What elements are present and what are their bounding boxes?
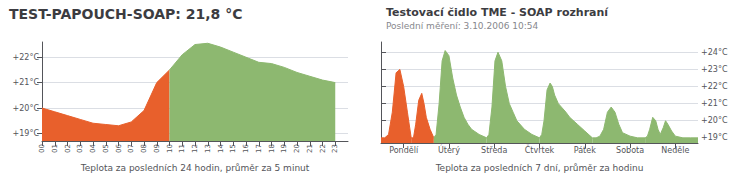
svg-text:10: 10 bbox=[166, 144, 174, 153]
svg-text:16: 16 bbox=[242, 143, 250, 152]
svg-text:Čtvrtek: Čtvrtek bbox=[525, 144, 555, 155]
svg-text:Teplota za posledních 7 dní, p: Teplota za posledních 7 dní, průměr za h… bbox=[435, 163, 644, 173]
svg-text:+19°C: +19°C bbox=[13, 129, 40, 138]
svg-text:Poslední měření: 3.10.2006 10:: Poslední měření: 3.10.2006 10:54 bbox=[386, 21, 538, 31]
svg-text:+22°C: +22°C bbox=[13, 53, 40, 62]
svg-text:+22°C: +22°C bbox=[701, 82, 728, 91]
svg-text:05: 05 bbox=[102, 144, 110, 153]
svg-text:18: 18 bbox=[268, 144, 276, 153]
svg-text:13: 13 bbox=[204, 144, 212, 153]
svg-text:09: 09 bbox=[153, 144, 161, 153]
svg-text:07: 07 bbox=[127, 144, 135, 153]
svg-text:Úterý: Úterý bbox=[438, 144, 460, 155]
svg-text:Testovací čidlo TME - SOAP roz: Testovací čidlo TME - SOAP rozhraní bbox=[386, 6, 609, 19]
svg-text:Teplota za posledních 24 hodin: Teplota za posledních 24 hodin, průměr z… bbox=[80, 163, 310, 173]
svg-text:Neděle: Neděle bbox=[661, 146, 689, 155]
svg-text:+21°C: +21°C bbox=[13, 78, 40, 87]
svg-text:17: 17 bbox=[255, 144, 263, 153]
svg-text:04: 04 bbox=[89, 143, 97, 152]
svg-text:22: 22 bbox=[319, 144, 327, 153]
svg-text:11: 11 bbox=[178, 144, 186, 153]
svg-text:15: 15 bbox=[229, 144, 237, 153]
svg-text:12: 12 bbox=[191, 144, 199, 153]
svg-text:06: 06 bbox=[115, 143, 123, 152]
svg-text:Sobota: Sobota bbox=[616, 146, 644, 155]
svg-text:Pátek: Pátek bbox=[574, 146, 596, 155]
svg-text:+20°C: +20°C bbox=[13, 104, 40, 113]
svg-text:23: 23 bbox=[331, 144, 339, 153]
svg-text:Pondělí: Pondělí bbox=[389, 146, 419, 155]
svg-text:14: 14 bbox=[217, 143, 225, 152]
svg-text:01: 01 bbox=[51, 144, 59, 153]
svg-text:TEST-PAPOUCH-SOAP: 21,8 °C: TEST-PAPOUCH-SOAP: 21,8 °C bbox=[9, 6, 243, 22]
svg-text:08: 08 bbox=[140, 144, 148, 153]
svg-text:+19°C: +19°C bbox=[701, 133, 728, 142]
svg-text:20: 20 bbox=[293, 144, 301, 153]
svg-text:+24°C: +24°C bbox=[701, 48, 728, 57]
svg-text:21: 21 bbox=[306, 144, 314, 153]
svg-text:19: 19 bbox=[280, 144, 288, 153]
svg-text:03: 03 bbox=[76, 144, 84, 153]
svg-text:+20°C: +20°C bbox=[701, 116, 728, 125]
svg-text:00: 00 bbox=[38, 144, 46, 153]
svg-text:+23°C: +23°C bbox=[701, 65, 728, 74]
svg-text:Středa: Středa bbox=[481, 146, 507, 155]
svg-text:+21°C: +21°C bbox=[701, 99, 728, 108]
svg-text:02: 02 bbox=[64, 144, 72, 153]
